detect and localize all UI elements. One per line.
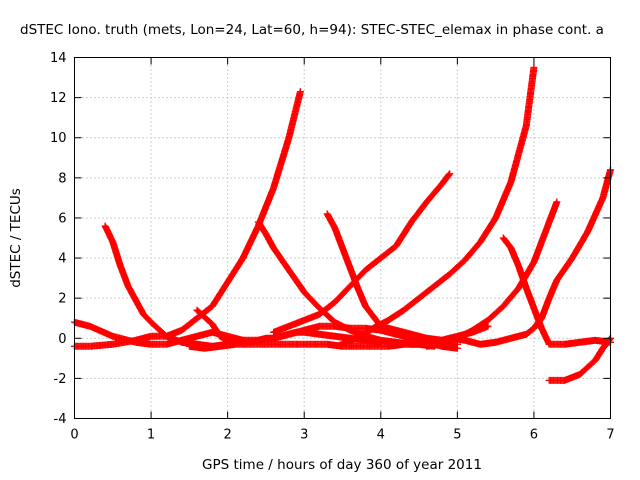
y-axis-label: dSTEC / TECUs	[8, 188, 24, 288]
data-series	[270, 170, 454, 336]
y-tick-label: 4	[58, 252, 66, 267]
y-tick-label: -4	[54, 412, 67, 427]
data-series	[430, 166, 614, 348]
data-series	[499, 234, 614, 348]
x-tick-labels: 0 1 2 3 4 5 6 7	[70, 428, 614, 443]
x-axis-label: GPS time / hours of day 360 of year 2011	[202, 457, 482, 473]
y-tick-label: 0	[58, 332, 66, 347]
series-markers	[339, 64, 538, 346]
y-tick-label: 2	[58, 292, 66, 307]
y-tick-label: -2	[54, 372, 67, 387]
x-tick-label: 0	[70, 428, 78, 443]
x-tick-label: 7	[606, 428, 614, 443]
series-markers	[545, 334, 614, 384]
data-series	[339, 64, 538, 346]
data-series	[71, 88, 304, 350]
x-tick-label: 6	[530, 428, 538, 443]
series-markers	[499, 234, 614, 348]
x-tick-label: 5	[453, 428, 461, 443]
data-series	[545, 334, 614, 384]
series-markers	[270, 170, 454, 336]
y-tick-label: 6	[58, 211, 66, 226]
series-markers	[71, 88, 304, 350]
x-tick-label: 1	[147, 428, 155, 443]
y-tick-labels: -4 -2 0 2 4 6 8 10 12 14	[50, 51, 67, 427]
y-tick-label: 12	[50, 91, 67, 106]
x-tick-label: 2	[224, 428, 232, 443]
plot-frame	[74, 57, 611, 419]
series-markers	[430, 166, 614, 348]
x-tick-label: 4	[377, 428, 385, 443]
y-tick-label: 10	[50, 131, 67, 146]
y-tick-label: 8	[58, 171, 66, 186]
chart-title: dSTEC Iono. truth (mets, Lon=24, Lat=60,…	[20, 22, 604, 38]
tick-marks	[74, 57, 611, 419]
x-tick-label: 3	[300, 428, 308, 443]
data-points	[71, 64, 614, 384]
y-tick-label: 14	[50, 51, 67, 66]
